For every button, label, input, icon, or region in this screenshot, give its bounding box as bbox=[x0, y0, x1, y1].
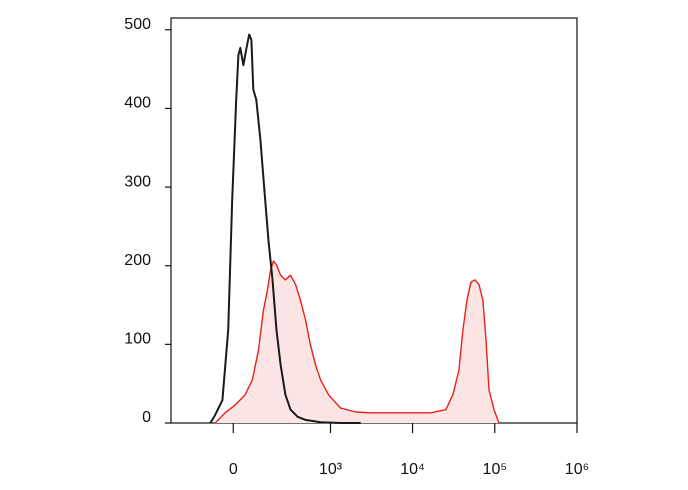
x-tick-label: 10³ bbox=[319, 461, 343, 478]
y-tick-label: 300 bbox=[124, 173, 151, 190]
y-tick-label: 200 bbox=[124, 252, 151, 269]
y-tick-label: 400 bbox=[124, 95, 151, 112]
x-tick-label: 10⁵ bbox=[483, 461, 507, 478]
area bbox=[215, 261, 499, 423]
line bbox=[214, 260, 500, 424]
x-tick-label: 10⁴ bbox=[400, 461, 425, 478]
y-tick-label: 100 bbox=[124, 331, 151, 348]
y-tick-label: 500 bbox=[124, 16, 151, 33]
line bbox=[209, 33, 361, 424]
x-tick-label: 0 bbox=[229, 461, 238, 478]
x-tick-label: 10⁶ bbox=[565, 461, 589, 478]
y-tick-label: 0 bbox=[142, 409, 151, 426]
